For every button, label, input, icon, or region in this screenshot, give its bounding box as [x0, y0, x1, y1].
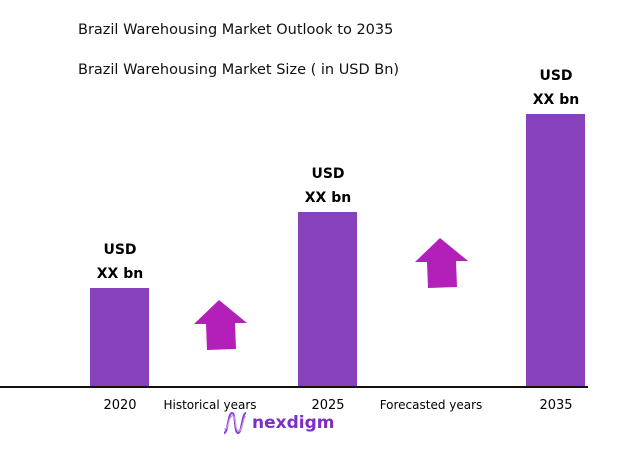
- data-label-line: USD: [311, 166, 345, 182]
- x-tick-label: 2035: [539, 398, 573, 413]
- data-label-line: USD: [103, 242, 137, 258]
- bar-2025: [298, 212, 357, 387]
- chart-subtitle: Brazil Warehousing Market Size ( in USD …: [78, 62, 400, 78]
- bar-2020: [90, 288, 149, 387]
- chart-title: Brazil Warehousing Market Outlook to 203…: [78, 22, 394, 38]
- period-label-historical: Historical years: [163, 398, 257, 412]
- data-label-2035: USD XX bn: [506, 64, 606, 112]
- bar-2035: [526, 114, 585, 387]
- data-label-line: XX bn: [304, 190, 352, 206]
- period-label-forecasted: Forecasted years: [379, 398, 483, 412]
- logo-wave-icon: [223, 411, 247, 435]
- x-tick-label: 2020: [103, 398, 137, 413]
- data-label-line: USD: [539, 68, 573, 84]
- nexdigm-logo: nexdigm: [222, 411, 334, 435]
- data-label-line: XX bn: [96, 266, 144, 282]
- growth-arrow-up-icon: [415, 238, 468, 288]
- data-label-2025: USD XX bn: [278, 162, 378, 210]
- data-label-2020: USD XX bn: [70, 238, 170, 286]
- x-axis-line: [0, 386, 588, 388]
- x-tick-label: 2025: [311, 398, 345, 413]
- growth-arrow-up-icon: [194, 300, 247, 350]
- data-label-line: XX bn: [532, 92, 580, 108]
